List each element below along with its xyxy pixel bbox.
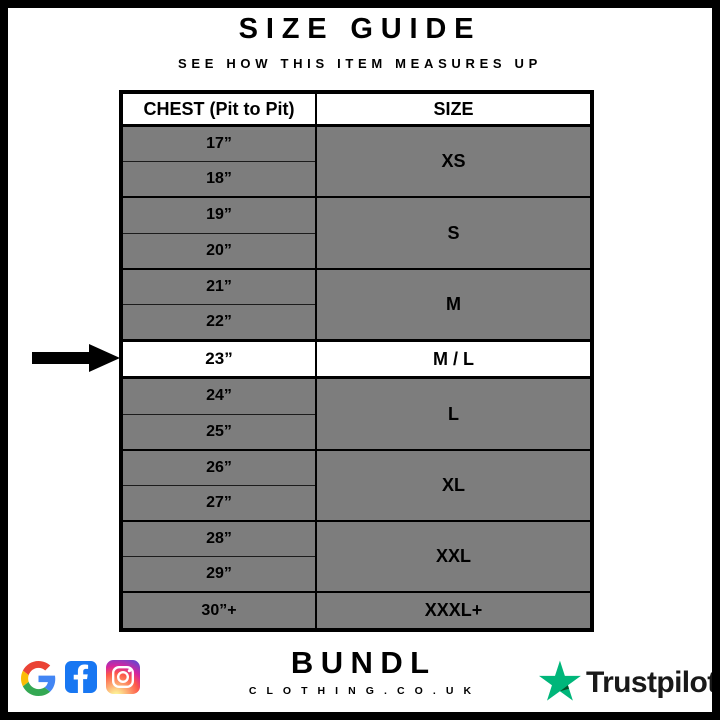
size-cell: XXL [315, 520, 592, 593]
trustpilot-logo: Trustpilot [539, 660, 717, 706]
size-cell: XL [315, 448, 592, 522]
brand-logo: BUNDL C L O T H I N G . C O . U K [0, 645, 720, 697]
size-cell: XS [315, 124, 592, 198]
table-row: 17” XS [121, 124, 592, 198]
table-header-row: CHEST (Pit to Pit) SIZE [121, 92, 592, 127]
table-row: 27” [121, 484, 592, 522]
chest-cell: 26” [121, 448, 316, 486]
table-row: 26” XL [121, 448, 592, 522]
table-row: 24” L [121, 376, 592, 450]
table-row: 18” [121, 161, 592, 198]
chest-cell: 22” [121, 303, 316, 341]
page-subtitle: SEE HOW THIS ITEM MEASURES UP [178, 56, 542, 71]
highlight-arrow-icon [32, 344, 120, 377]
chest-cell: 21” [121, 267, 316, 305]
chest-cell: 23” [121, 339, 316, 380]
chest-cell: 29” [121, 556, 316, 593]
size-cell: XXXL+ [315, 591, 592, 630]
chest-cell: 25” [121, 413, 316, 450]
table-row: 25” [121, 413, 592, 450]
table-row: 29” [121, 556, 592, 593]
table-row: 30”+ XXXL+ [121, 591, 592, 630]
size-cell: M / L [315, 339, 592, 380]
chest-cell: 24” [121, 376, 316, 414]
chest-cell: 17” [121, 124, 316, 162]
trustpilot-label: Trustpilot [586, 666, 717, 699]
size-table-wrap: CHEST (Pit to Pit) SIZE 17” XS 18” 19” S… [119, 90, 594, 632]
chest-cell: 19” [121, 196, 316, 234]
size-cell: L [315, 376, 592, 450]
table-row: 20” [121, 232, 592, 269]
google-icon [21, 661, 56, 701]
chest-cell: 27” [121, 484, 316, 522]
chest-cell: 18” [121, 161, 316, 198]
brand-domain: C L O T H I N G . C O . U K [248, 685, 475, 697]
page-title: SIZE GUIDE [238, 13, 482, 45]
chest-column-header: CHEST (Pit to Pit) [121, 92, 316, 127]
header: SIZE GUIDE SEE HOW THIS ITEM MEASURES UP [0, 13, 720, 71]
facebook-icon [65, 661, 97, 698]
brand-name: BUNDL [290, 645, 437, 680]
table-row: 22” [121, 303, 592, 341]
size-cell: S [315, 196, 592, 269]
instagram-icon [106, 660, 140, 699]
chest-cell: 28” [121, 520, 316, 557]
size-column-header: SIZE [315, 92, 592, 127]
size-cell: M [315, 267, 592, 341]
chest-cell: 20” [121, 232, 316, 269]
table-row: 21” M [121, 267, 592, 341]
trustpilot-star-icon [539, 660, 581, 706]
size-table: CHEST (Pit to Pit) SIZE 17” XS 18” 19” S… [119, 90, 594, 632]
table-row: 19” S [121, 196, 592, 269]
table-row: 28” XXL [121, 520, 592, 593]
chest-cell: 30”+ [121, 591, 316, 630]
highlighted-table-row: 23” M / L [121, 339, 592, 380]
